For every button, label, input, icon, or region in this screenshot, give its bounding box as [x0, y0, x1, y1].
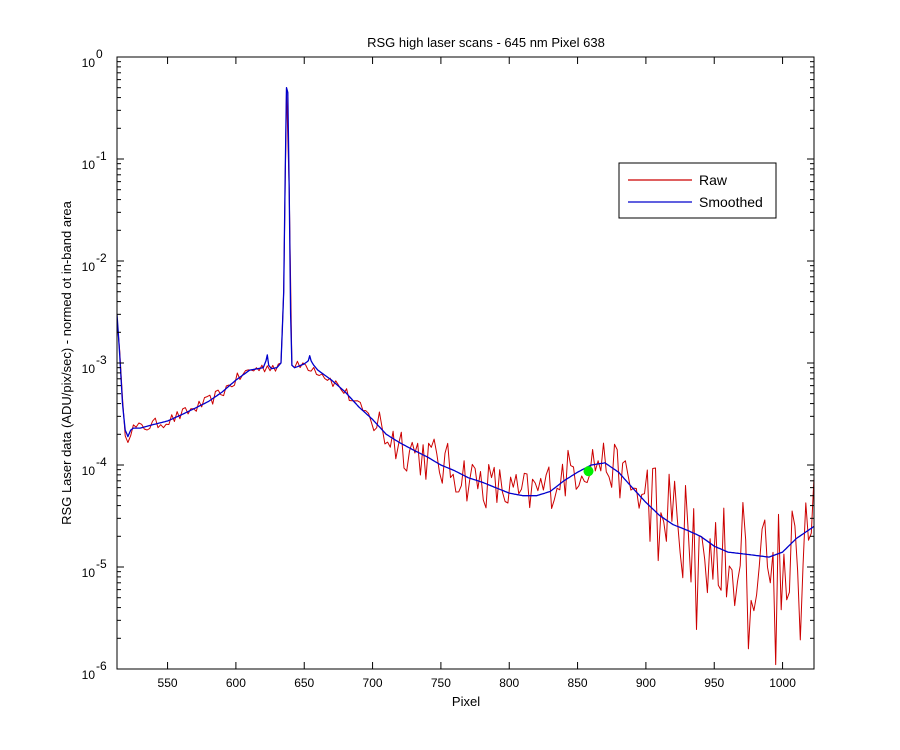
y-tick-exponent: -3 — [96, 353, 107, 367]
series-line-smoothed — [117, 87, 814, 558]
y-tick-label: 10-6 — [82, 659, 107, 682]
y-tick-exponent: 0 — [96, 47, 103, 61]
plot-background — [117, 57, 814, 669]
x-tick-label: 650 — [294, 676, 314, 690]
x-axis-label: Pixel — [452, 694, 480, 709]
series-line-raw — [117, 87, 814, 666]
y-axis-label: RSG Laser data (ADU/pix/sec) - normed ot… — [59, 200, 74, 524]
y-tick-exponent: -4 — [96, 455, 107, 469]
y-tick-label: 100 — [82, 47, 103, 70]
plot-area: 550 600 650 700 750 800 850 900 950 1000 10010-11… — [82, 47, 815, 690]
y-tick-exponent: -5 — [96, 557, 107, 571]
y-tick-exponent: -6 — [96, 659, 107, 673]
legend: Raw Smoothed — [618, 162, 777, 219]
y-tick-label: 10-1 — [82, 149, 107, 172]
x-tick-label: 750 — [431, 676, 451, 690]
x-tick-label: 800 — [499, 676, 519, 690]
y-tick-base: 10 — [82, 566, 96, 580]
x-tick-label: 850 — [568, 676, 588, 690]
chart-title: RSG high laser scans - 645 nm Pixel 638 — [367, 35, 605, 50]
y-tick-label: 10-4 — [82, 455, 107, 478]
y-tick-base: 10 — [82, 158, 96, 172]
x-tick-label: 950 — [704, 676, 724, 690]
x-tick-label: 700 — [363, 676, 383, 690]
legend-box — [618, 162, 777, 219]
x-tick-label: 1000 — [769, 676, 796, 690]
highlight-marker — [583, 466, 594, 477]
y-tick-base: 10 — [82, 260, 96, 274]
y-tick-base: 10 — [82, 668, 96, 682]
y-tick-label: 10-3 — [82, 353, 107, 376]
x-tick-label: 900 — [636, 676, 656, 690]
y-tick-exponent: -1 — [96, 149, 107, 163]
y-tick-base: 10 — [82, 362, 96, 376]
legend-label-smoothed: Smoothed — [699, 194, 763, 210]
y-tick-exponent: -2 — [96, 251, 107, 265]
x-ticks: 550 600 650 700 750 800 850 900 950 1000 — [158, 57, 796, 690]
marker-layer — [583, 466, 594, 477]
legend-label-raw: Raw — [699, 172, 728, 188]
y-tick-base: 10 — [82, 464, 96, 478]
y-tick-base: 10 — [82, 56, 96, 70]
x-tick-label: 600 — [226, 676, 246, 690]
x-tick-label: 550 — [158, 676, 178, 690]
y-tick-label: 10-2 — [82, 251, 107, 274]
y-tick-label: 10-5 — [82, 557, 107, 580]
series-layer — [117, 87, 814, 666]
